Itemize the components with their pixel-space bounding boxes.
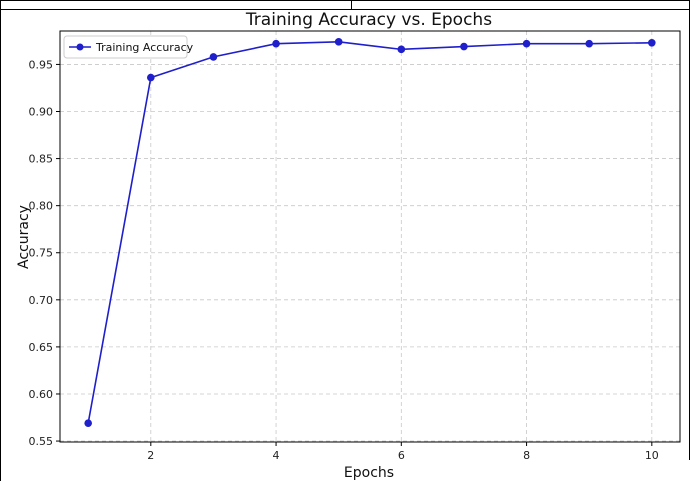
y-tick-label: 0.55 (29, 435, 54, 448)
data-point (272, 39, 280, 48)
legend: Training Accuracy (63, 35, 194, 59)
plot-area: 2 4 6 8 10 0.550.600.650.700.750.800.850.900… (29, 30, 681, 462)
y-tick-label: 0.70 (29, 294, 54, 307)
legend-label: Training Accuracy (95, 41, 194, 54)
y-tick-label: 0.60 (29, 388, 54, 401)
y-tick-label: 0.65 (29, 341, 54, 354)
data-point (460, 42, 468, 51)
y-tick-label: 0.75 (29, 247, 54, 260)
y-axis: 0.55 0.60 0.65 0.70 0.75 0.80 0.85 0.90 0.95 (29, 58, 60, 448)
data-point (585, 39, 593, 48)
legend-marker-swatch (76, 43, 84, 51)
x-tick-label: 6 (398, 449, 405, 462)
grid (60, 31, 680, 442)
y-tick-label: 0.80 (29, 200, 54, 213)
y-tick-label: 0.90 (29, 106, 54, 119)
series-layer (84, 38, 656, 427)
y-axis-title: Accuracy (16, 205, 32, 269)
data-point (397, 45, 406, 54)
x-tick-label: 2 (147, 449, 154, 462)
legend-box (63, 35, 188, 59)
data-point (147, 73, 155, 82)
x-axis-title: Epochs (344, 465, 394, 481)
x-tick-label: 8 (523, 449, 530, 462)
x-axis: 2 4 6 8 10 (147, 442, 659, 462)
x-tick-label: 10 (645, 449, 659, 462)
series-line (87, 41, 652, 424)
data-point (209, 53, 218, 61)
data-point (334, 38, 343, 46)
y-tick-label: 0.85 (29, 153, 54, 166)
data-point (84, 419, 92, 427)
axes-frame (59, 30, 681, 443)
x-tick-label: 4 (273, 449, 280, 462)
data-point (648, 38, 656, 47)
data-point (522, 39, 531, 48)
chart-title: Training Accuracy vs. Epochs (245, 10, 492, 30)
y-tick-label: 0.95 (29, 58, 54, 71)
